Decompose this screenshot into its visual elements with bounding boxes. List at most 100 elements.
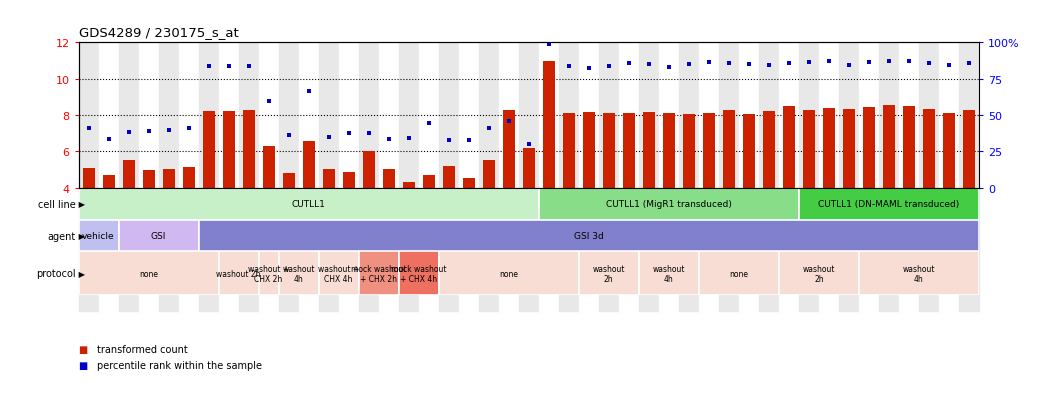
Text: washout 2h: washout 2h: [217, 269, 261, 278]
Text: protocol: protocol: [36, 268, 75, 278]
Bar: [698, 188, 719, 311]
Bar: [219, 43, 239, 188]
Bar: [539, 188, 559, 311]
Text: CUTLL1 (DN-MAML transduced): CUTLL1 (DN-MAML transduced): [819, 199, 959, 209]
Bar: [878, 188, 899, 311]
Bar: [219, 252, 259, 295]
Bar: [518, 43, 539, 188]
Bar: [359, 43, 379, 188]
Bar: [739, 43, 759, 188]
Bar: [202, 112, 215, 188]
Bar: [783, 107, 795, 188]
Text: transformed count: transformed count: [97, 344, 188, 354]
Text: ▶: ▶: [76, 199, 86, 209]
Text: GSI: GSI: [151, 231, 166, 240]
Text: agent: agent: [47, 231, 75, 241]
Bar: [463, 178, 474, 188]
Bar: [399, 43, 419, 188]
Bar: [259, 43, 279, 188]
Bar: [603, 114, 615, 188]
Bar: [698, 252, 779, 295]
Text: none: none: [139, 269, 158, 278]
Text: mock washout
+ CHX 4h: mock washout + CHX 4h: [391, 264, 446, 283]
Text: washout
2h: washout 2h: [593, 264, 625, 283]
Bar: [539, 43, 559, 188]
Bar: [439, 188, 459, 311]
Bar: [639, 188, 659, 311]
Text: washout +
CHX 4h: washout + CHX 4h: [318, 264, 359, 283]
Bar: [179, 188, 199, 311]
Bar: [518, 188, 539, 311]
Bar: [199, 220, 979, 252]
Bar: [138, 188, 158, 311]
Bar: [503, 110, 515, 188]
Text: ▶: ▶: [76, 269, 86, 278]
Bar: [643, 113, 654, 188]
Bar: [279, 188, 298, 311]
Bar: [459, 188, 478, 311]
Bar: [142, 171, 155, 188]
Bar: [659, 43, 678, 188]
Bar: [963, 110, 975, 188]
Bar: [843, 109, 855, 188]
Bar: [799, 188, 819, 311]
Text: ■: ■: [79, 361, 88, 370]
Bar: [259, 252, 279, 295]
Bar: [719, 188, 739, 311]
Bar: [663, 114, 675, 188]
Bar: [819, 188, 839, 311]
Text: washout
4h: washout 4h: [283, 264, 315, 283]
Bar: [703, 114, 715, 188]
Bar: [939, 188, 959, 311]
Bar: [819, 43, 839, 188]
Bar: [859, 43, 878, 188]
Bar: [182, 167, 195, 188]
Text: ■: ■: [79, 344, 88, 354]
Bar: [722, 110, 735, 188]
Text: GSI 3d: GSI 3d: [574, 231, 604, 240]
Bar: [483, 161, 495, 188]
Bar: [823, 109, 834, 188]
Bar: [83, 168, 94, 188]
Bar: [158, 43, 179, 188]
Bar: [298, 188, 318, 311]
Bar: [899, 188, 919, 311]
Bar: [399, 188, 419, 311]
Bar: [943, 114, 955, 188]
Bar: [619, 188, 639, 311]
Bar: [939, 43, 959, 188]
Bar: [98, 43, 118, 188]
Bar: [243, 110, 254, 188]
Bar: [263, 147, 274, 188]
Bar: [122, 161, 135, 188]
Bar: [498, 188, 518, 311]
Bar: [239, 43, 259, 188]
Bar: [118, 43, 138, 188]
Bar: [399, 252, 439, 295]
Bar: [883, 106, 895, 188]
Bar: [103, 176, 114, 188]
Bar: [759, 188, 779, 311]
Bar: [423, 176, 435, 188]
Bar: [79, 188, 98, 311]
Bar: [303, 142, 315, 188]
Text: none: none: [730, 269, 749, 278]
Bar: [659, 188, 678, 311]
Bar: [959, 43, 979, 188]
Bar: [878, 43, 899, 188]
Bar: [803, 110, 815, 188]
Bar: [579, 188, 599, 311]
Bar: [219, 188, 239, 311]
Bar: [559, 188, 579, 311]
Text: none: none: [499, 269, 518, 278]
Bar: [779, 252, 859, 295]
Bar: [522, 148, 535, 188]
Bar: [379, 188, 399, 311]
Bar: [763, 112, 775, 188]
Bar: [678, 188, 698, 311]
Bar: [739, 188, 759, 311]
Bar: [79, 220, 118, 252]
Bar: [779, 43, 799, 188]
Text: washout
2h: washout 2h: [803, 264, 836, 283]
Bar: [959, 188, 979, 311]
